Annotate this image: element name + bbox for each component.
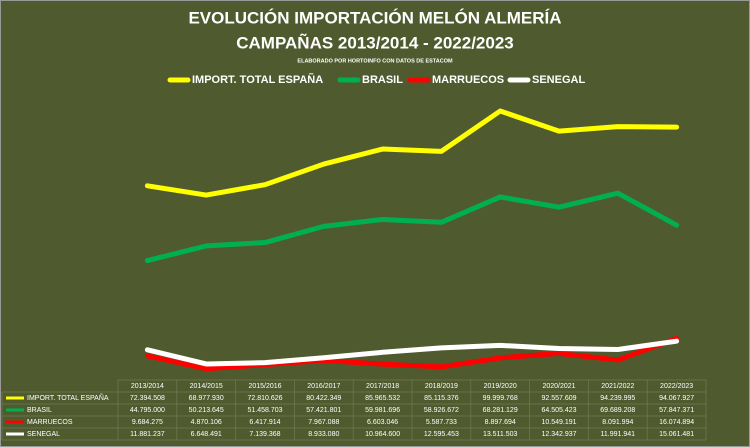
legend-label: SENEGAL (532, 74, 585, 86)
table-header: 2016/2017 (307, 383, 340, 390)
table-cell: 12.342.937 (541, 431, 576, 438)
table-header: 2013/2014 (131, 383, 164, 390)
chart-title: EVOLUCIÓN IMPORTACIÓN MELÓN ALMERÍA (188, 8, 561, 27)
table-header: 2018/2019 (425, 383, 458, 390)
table-cell: 94.067.927 (659, 395, 694, 402)
table-cell: 12.595.453 (424, 431, 459, 438)
table-cell: 11.881.237 (130, 431, 165, 438)
series-line (144, 190, 680, 264)
table-cell: 11.991.941 (601, 431, 636, 438)
table-cell: 80.422.349 (306, 395, 341, 402)
table-cell: 94.239.995 (600, 395, 635, 402)
chart-subtitle: CAMPAÑAS 2013/2014 - 2022/2023 (236, 32, 514, 52)
table-cell: 64.505.423 (541, 407, 576, 414)
table-row-label: MARRUECOS (27, 419, 73, 426)
table-cell: 68.977.930 (189, 395, 224, 402)
table-cell: 15.061.481 (659, 431, 694, 438)
series-line (144, 335, 680, 372)
table-cell: 6.603.046 (367, 419, 398, 426)
legend-label: MARRUECOS (432, 74, 504, 86)
table-cell: 69.689.208 (600, 407, 635, 414)
table-cell: 10.964.600 (365, 431, 400, 438)
table-cell: 10.549.191 (541, 419, 576, 426)
table-cell: 7.139.368 (249, 431, 280, 438)
table-cell: 59.981.696 (365, 407, 400, 414)
source-note: ELABORADO POR HORTOINFO CON DATOS DE EST… (297, 58, 453, 64)
table-cell: 51.458.703 (247, 407, 282, 414)
table-cell: 16.074.894 (659, 419, 694, 426)
table-cell: 99.999.768 (483, 395, 518, 402)
table-header: 2021/2022 (601, 383, 634, 390)
table-cell: 72.810.626 (247, 395, 282, 402)
table-cell: 44.795.000 (130, 407, 165, 414)
table-cell: 6.648.491 (191, 431, 222, 438)
table-header: 2019/2020 (484, 383, 517, 390)
table-header: 2022/2023 (660, 383, 693, 390)
table-cell: 8.933.080 (308, 431, 339, 438)
table-cell: 85.965.532 (365, 395, 400, 402)
table-header: 2020/2021 (542, 383, 575, 390)
table-cell: 57.847.371 (659, 407, 694, 414)
table-cell: 8.897.694 (485, 419, 516, 426)
table-cell: 92.557.609 (541, 395, 576, 402)
legend-label: BRASIL (362, 74, 403, 86)
series-line (144, 108, 680, 198)
legend-label: IMPORT. TOTAL ESPAÑA (192, 73, 323, 86)
table-row-label: SENEGAL (27, 431, 60, 438)
table-cell: 4.870.106 (191, 419, 222, 426)
table-header: 2014/2015 (190, 383, 223, 390)
table-cell: 13.511.503 (483, 431, 518, 438)
table-cell: 85.115.376 (424, 395, 459, 402)
table-cell: 6.417.914 (249, 419, 280, 426)
table-cell: 9.684.275 (132, 419, 163, 426)
table-cell: 7.967.088 (308, 419, 339, 426)
table-cell: 72.394.508 (130, 395, 165, 402)
table-row-label: BRASIL (27, 407, 52, 414)
table-row-label: IMPORT. TOTAL ESPAÑA (27, 393, 109, 402)
table-header: 2015/2016 (248, 383, 281, 390)
table-cell: 50.213.645 (189, 407, 224, 414)
table-header: 2017/2018 (366, 383, 399, 390)
table-cell: 58.926.672 (424, 407, 459, 414)
series-line (144, 338, 680, 367)
table-cell: 68.281.129 (483, 407, 518, 414)
table-cell: 57.421.801 (306, 407, 341, 414)
table-cell: 5.587.733 (426, 419, 457, 426)
table-cell: 8.091.994 (602, 419, 633, 426)
